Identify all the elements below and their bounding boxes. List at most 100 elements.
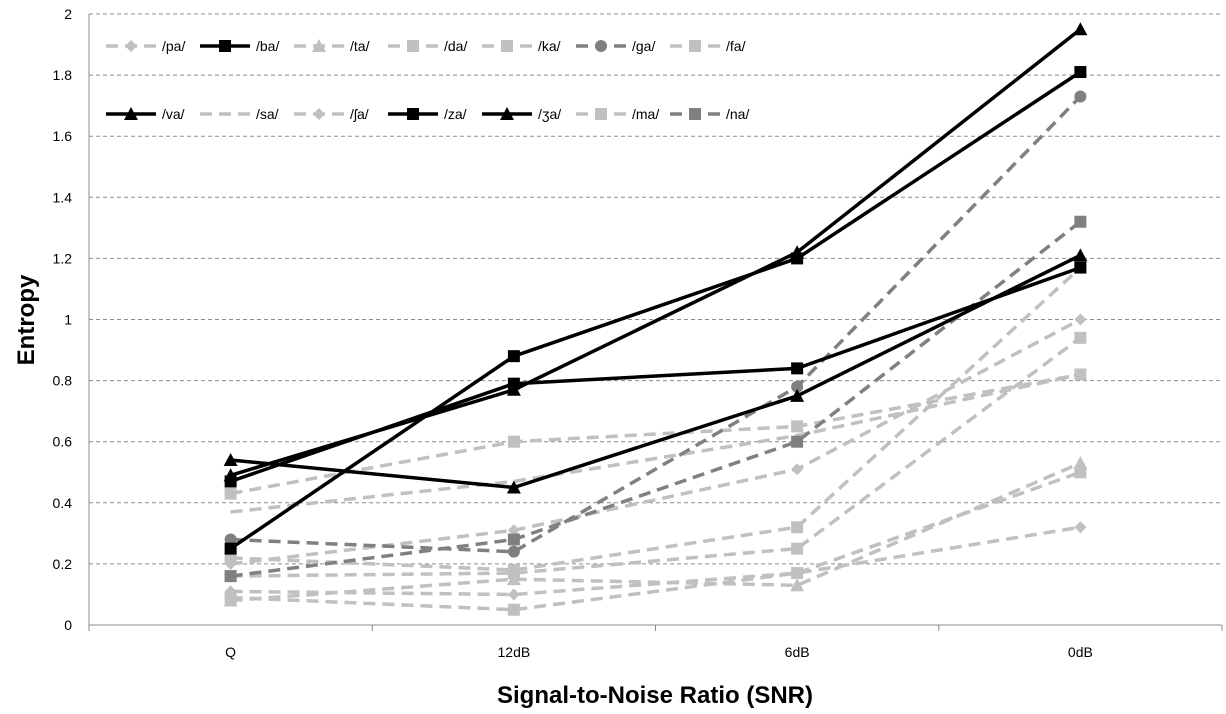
series-line: [230, 253, 1082, 490]
series-va: [223, 22, 1088, 482]
legend-entry: /ta/: [294, 38, 370, 54]
data-point: [507, 350, 520, 363]
data-point: [1074, 313, 1087, 326]
data-point: [1074, 331, 1087, 344]
legend-entry: /na/: [670, 106, 749, 122]
data-point: [1074, 215, 1087, 228]
legend-entry: /ba/: [200, 38, 279, 54]
data-point: [507, 603, 520, 616]
series-line: [230, 461, 1082, 603]
legend-label: /na/: [726, 106, 749, 122]
data-point: [223, 453, 238, 467]
legend-label: /pa/: [162, 38, 185, 54]
data-point: [791, 380, 804, 393]
legend-label: /ka/: [538, 38, 561, 54]
series-na: [224, 215, 1087, 583]
data-point: [790, 245, 805, 259]
data-point: [224, 551, 237, 564]
y-tick-label: 2: [64, 6, 72, 22]
legend: /pa/ /ba/ /ta/ /da/ /ka/ /ga/ /fa/ /va/ /sa/ /ʃa/…: [106, 38, 749, 122]
legend-label: /ʃa/: [350, 106, 369, 122]
data-point: [224, 591, 237, 604]
legend-entry: /za/: [388, 106, 467, 122]
series-za: [224, 261, 1087, 488]
legend-entry: /da/: [388, 38, 467, 54]
series-ka: [224, 466, 1087, 616]
axes: 0 0.2 0.4 0.6 0.8 1 1.2 1.4 1.6 1.8 2 Q 12dB 6dB 0dB: [53, 6, 1223, 660]
legend-entry: /sa/: [200, 106, 279, 122]
legend-marker: [500, 107, 514, 120]
data-point: [1074, 466, 1087, 479]
data-point: [507, 377, 520, 390]
legend-marker: [407, 40, 419, 52]
data-point: [507, 567, 520, 580]
data-point: [224, 557, 237, 570]
legend-marker: [501, 40, 513, 52]
legend-entry: /ma/: [576, 106, 659, 122]
data-point: [1074, 66, 1087, 79]
legend-label: /sa/: [256, 106, 279, 122]
legend-label: /ba/: [256, 38, 279, 54]
legend-label: /da/: [444, 38, 467, 54]
data-point: [507, 545, 520, 558]
series-line: [230, 372, 1081, 496]
legend-label: /za/: [444, 106, 467, 122]
data-point: [507, 435, 520, 448]
legend-marker: [219, 40, 231, 52]
data-point: [1073, 456, 1088, 470]
series-line: [230, 470, 1081, 612]
data-point: [224, 533, 237, 546]
legend-label: /ma/: [632, 106, 659, 122]
legend-marker: [313, 108, 325, 120]
data-point: [224, 570, 237, 583]
data-point: [791, 542, 804, 555]
data-point: [791, 362, 804, 375]
legend-entry: /ga/: [576, 38, 655, 54]
legend-marker: [125, 40, 137, 52]
series-ta: [223, 456, 1088, 607]
legend-marker: [689, 40, 701, 52]
legend-entry: /ʒa/: [482, 106, 561, 122]
data-point: [1074, 90, 1087, 103]
data-point: [791, 567, 804, 580]
data-point: [507, 533, 520, 546]
y-tick-label: 0: [64, 617, 72, 633]
legend-marker: [124, 107, 138, 120]
data-point: [791, 521, 804, 534]
series-line: [230, 265, 1081, 484]
data-point: [790, 578, 805, 592]
data-point: [507, 524, 520, 537]
series-line: [229, 70, 1082, 551]
legend-entry: /ka/: [482, 38, 561, 54]
x-tick-label: 0dB: [1068, 644, 1093, 660]
legend-label: /fa/: [726, 38, 746, 54]
y-tick-label: 1.8: [53, 67, 73, 83]
y-tick-label: 1.4: [53, 189, 73, 205]
data-point: [224, 475, 237, 488]
series-layer: [223, 22, 1088, 616]
legend-entry: /pa/: [106, 38, 185, 54]
y-tick-label: 0.8: [53, 373, 73, 389]
legend-entry: /va/: [106, 106, 185, 122]
legend-marker: [595, 108, 607, 120]
y-tick-label: 1: [64, 312, 72, 328]
legend-marker: [407, 108, 419, 120]
legend-label: /va/: [162, 106, 185, 122]
series-line: [230, 336, 1082, 578]
y-tick-label: 0.2: [53, 556, 73, 572]
data-point: [224, 542, 237, 555]
y-tick-label: 0.6: [53, 434, 73, 450]
legend-marker: [312, 39, 326, 52]
legend-label: /ga/: [632, 38, 655, 54]
x-tick-label: 6dB: [785, 644, 810, 660]
series-a: [223, 248, 1088, 494]
series-line: [230, 372, 1081, 514]
series-sa: [230, 372, 1081, 514]
data-point: [790, 388, 805, 402]
series-ga: [224, 90, 1087, 558]
data-point: [224, 487, 237, 500]
x-tick-label: Q: [225, 644, 236, 660]
y-tick-label: 0.4: [53, 495, 73, 511]
